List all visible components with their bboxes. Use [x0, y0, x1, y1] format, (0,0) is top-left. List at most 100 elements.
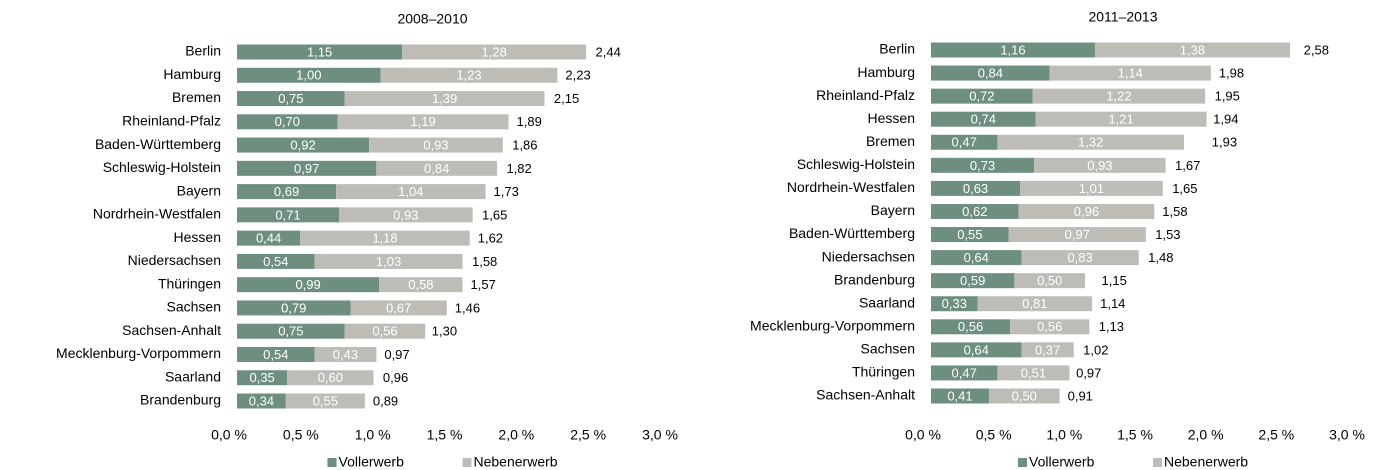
total-label: 1,57: [471, 277, 496, 292]
bar-segment: [237, 277, 380, 293]
total-label: 2,44: [596, 44, 621, 59]
value-label: 0,70: [275, 114, 300, 129]
value-label: 0,51: [1021, 365, 1046, 380]
bar-segment: [285, 393, 365, 409]
x-tick-label: 2,0 %: [498, 427, 534, 443]
category-label: Hamburg: [857, 64, 915, 80]
total-label: 1,53: [1155, 227, 1180, 242]
bar-segment: [237, 67, 381, 83]
category-label: Saarland: [165, 368, 221, 384]
bar-segment: [237, 346, 315, 362]
total-label: 0,91: [1068, 388, 1093, 403]
category-label: Hessen: [174, 229, 221, 245]
value-label: 0,44: [256, 231, 281, 246]
bar-segment: [237, 44, 403, 60]
total-label: 1,86: [512, 138, 537, 153]
legend-label: Vollerwerb: [339, 454, 405, 470]
value-label: 0,69: [274, 184, 299, 199]
bar-segment: [931, 250, 1022, 266]
legend-label: Nebenerwerb: [1164, 454, 1248, 470]
bar-segment: [931, 273, 1015, 289]
value-label: 0,47: [952, 135, 977, 150]
bar-segment: [931, 296, 978, 312]
total-label: 1,98: [1219, 66, 1244, 81]
category-label: Niedersachsen: [822, 248, 915, 264]
total-label: 1,02: [1083, 342, 1108, 357]
value-label: 1,23: [456, 68, 481, 83]
category-label: Mecklenburg-Vorpommern: [56, 345, 221, 361]
bar-segment: [1032, 88, 1206, 104]
total-label: 1,93: [1212, 135, 1237, 150]
x-tick-label: 1,5 %: [1117, 427, 1153, 443]
value-label: 0,81: [1022, 296, 1047, 311]
x-tick-label: 2,5 %: [1258, 427, 1294, 443]
value-label: 0,93: [393, 207, 418, 222]
value-label: 0,67: [386, 300, 411, 315]
bar-segment: [237, 230, 301, 246]
chart-title: 2008–2010: [397, 11, 467, 27]
category-label: Thüringen: [852, 364, 915, 380]
bar-segment: [988, 388, 1060, 404]
value-label: 0,92: [290, 138, 315, 153]
x-tick-label: 0,5 %: [283, 427, 319, 443]
value-label: 1,14: [1118, 66, 1143, 81]
total-label: 1,65: [482, 207, 507, 222]
legend-label: Nebenerwerb: [474, 454, 558, 470]
total-label: 0,97: [384, 347, 409, 362]
value-label: 1,19: [410, 114, 435, 129]
category-label: Berlin: [879, 41, 915, 57]
value-label: 0,33: [942, 296, 967, 311]
category-label: Niedersachsen: [128, 252, 221, 268]
total-label: 1,13: [1099, 319, 1124, 334]
x-tick-label: 2,0 %: [1188, 427, 1224, 443]
value-label: 0,84: [424, 161, 449, 176]
legend-swatch: [1018, 458, 1027, 467]
total-label: 1,89: [517, 114, 542, 129]
total-label: 1,67: [1175, 158, 1200, 173]
value-label: 0,35: [249, 370, 274, 385]
x-tick-label: 1,0 %: [355, 427, 391, 443]
total-label: 2,15: [554, 91, 579, 106]
value-label: 0,64: [964, 342, 989, 357]
category-label: Bremen: [172, 89, 221, 105]
category-label: Baden-Württemberg: [95, 136, 221, 152]
value-label: 0,56: [958, 319, 983, 334]
value-label: 0,97: [294, 161, 319, 176]
total-label: 1,94: [1213, 112, 1238, 127]
bar-segment: [237, 370, 288, 386]
total-label: 1,65: [1172, 181, 1197, 196]
value-label: 1,21: [1108, 112, 1133, 127]
legend-swatch: [462, 458, 472, 467]
value-label: 1,28: [482, 44, 507, 59]
total-label: 1,58: [472, 254, 497, 269]
bar-segment: [931, 157, 1035, 173]
category-label: Hamburg: [163, 66, 221, 82]
value-label: 0,96: [1074, 204, 1099, 219]
category-label: Baden-Württemberg: [789, 225, 915, 241]
total-label: 1,95: [1215, 89, 1240, 104]
bar-segment: [997, 365, 1070, 381]
x-tick-label: 0,0 %: [905, 427, 941, 443]
bar-segment: [931, 88, 1033, 104]
x-tick-label: 2,5 %: [570, 427, 606, 443]
value-label: 0,60: [318, 370, 343, 385]
bar-segment: [931, 180, 1021, 196]
category-label: Sachsen-Anhalt: [816, 387, 915, 403]
bar-segment: [1034, 157, 1166, 173]
bar-segment: [1014, 273, 1086, 289]
bar-segment: [300, 230, 470, 246]
bar-segment: [339, 207, 473, 223]
category-label: Rheinland-Pfalz: [122, 113, 221, 129]
category-label: Schleswig-Holstein: [103, 159, 221, 175]
value-label: 0,56: [372, 324, 397, 339]
bar-segment: [344, 91, 545, 107]
total-label: 1,14: [1100, 296, 1125, 311]
total-label: 0,97: [1076, 365, 1101, 380]
bar-segment: [931, 365, 998, 381]
value-label: 0,58: [408, 277, 433, 292]
value-label: 1,04: [398, 184, 423, 199]
category-label: Sachsen: [167, 299, 221, 315]
value-label: 0,54: [263, 347, 288, 362]
value-label: 1,18: [372, 231, 397, 246]
